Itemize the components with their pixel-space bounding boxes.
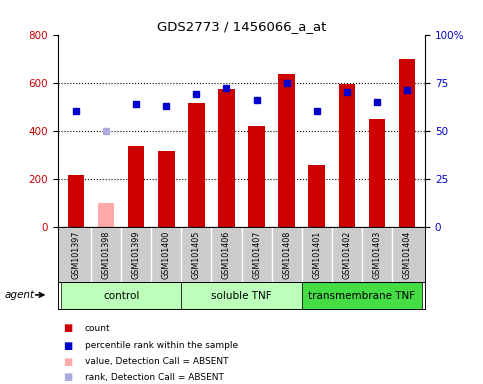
Bar [128, 146, 144, 227]
Bar [181, 282, 302, 309]
Text: agent: agent [5, 290, 35, 300]
Text: GSM101397: GSM101397 [71, 230, 81, 279]
Text: rank, Detection Call = ABSENT: rank, Detection Call = ABSENT [85, 372, 224, 382]
Bar [218, 89, 235, 227]
Text: ■: ■ [63, 357, 72, 367]
Text: GSM101398: GSM101398 [101, 230, 111, 279]
Text: GSM101408: GSM101408 [282, 230, 291, 279]
Text: transmembrane TNF: transmembrane TNF [308, 291, 415, 301]
Text: GSM101405: GSM101405 [192, 230, 201, 279]
Text: soluble TNF: soluble TNF [211, 291, 272, 301]
Title: GDS2773 / 1456066_a_at: GDS2773 / 1456066_a_at [157, 20, 326, 33]
Bar [278, 74, 295, 227]
Text: ■: ■ [63, 323, 72, 333]
Text: GSM101402: GSM101402 [342, 230, 351, 279]
Text: GSM101404: GSM101404 [402, 230, 412, 279]
Bar [369, 119, 385, 227]
Text: GSM101406: GSM101406 [222, 230, 231, 279]
Bar [398, 59, 415, 227]
Text: GSM101403: GSM101403 [372, 230, 382, 279]
Bar [339, 84, 355, 227]
Text: GSM101401: GSM101401 [312, 230, 321, 279]
Bar [158, 151, 174, 227]
Bar [302, 282, 422, 309]
Text: ■: ■ [63, 341, 72, 351]
Bar [61, 282, 181, 309]
Bar [248, 126, 265, 227]
Bar [188, 103, 205, 227]
Text: percentile rank within the sample: percentile rank within the sample [85, 341, 238, 350]
Text: GSM101399: GSM101399 [132, 230, 141, 279]
Text: value, Detection Call = ABSENT: value, Detection Call = ABSENT [85, 357, 228, 366]
Text: ■: ■ [63, 372, 72, 382]
Bar [68, 175, 85, 227]
Text: GSM101407: GSM101407 [252, 230, 261, 279]
Bar [98, 203, 114, 227]
Text: count: count [85, 324, 110, 333]
Text: control: control [103, 291, 139, 301]
Text: GSM101400: GSM101400 [162, 230, 171, 279]
Bar [309, 166, 325, 227]
